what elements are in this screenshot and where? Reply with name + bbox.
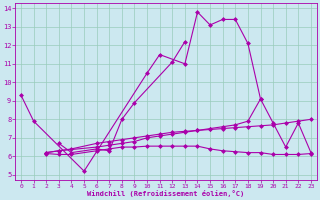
- X-axis label: Windchill (Refroidissement éolien,°C): Windchill (Refroidissement éolien,°C): [87, 190, 244, 197]
